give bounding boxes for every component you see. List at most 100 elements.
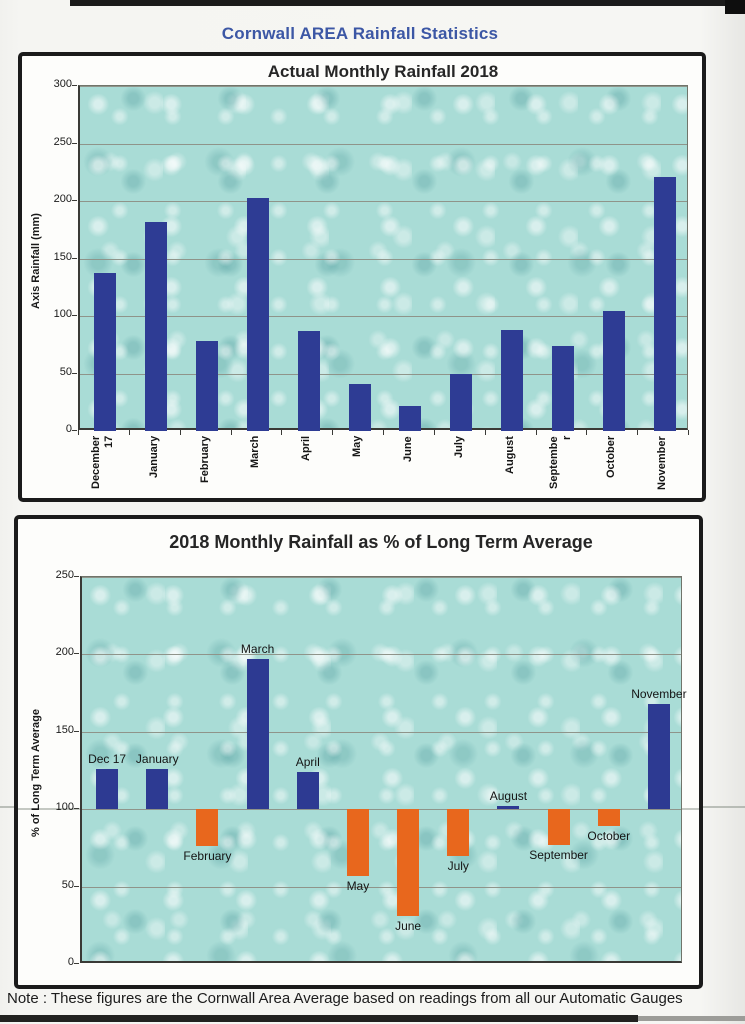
bar-january	[145, 221, 168, 431]
x-category-label-december-17: December 17	[90, 436, 116, 490]
gridline	[80, 373, 687, 375]
y-tick-mark	[74, 653, 79, 655]
y-tick-label: 0	[67, 956, 74, 968]
x-category-label-july: July	[452, 436, 465, 459]
x-category-label-april: April	[300, 436, 313, 462]
bar-label-may: May	[346, 878, 370, 893]
bar-june	[399, 405, 422, 431]
x-category-label-august: August	[503, 436, 516, 474]
x-category-label-november: November	[656, 436, 669, 490]
y-tick-label: 250	[53, 135, 72, 148]
x-category-label-september: Septembe r	[547, 436, 573, 489]
x-tick-mark	[128, 430, 130, 435]
bar-label-february: February	[183, 849, 232, 864]
x-tick-mark	[230, 430, 232, 435]
bar-october	[597, 809, 620, 827]
bar-february	[196, 341, 219, 431]
bar-november	[647, 703, 670, 810]
y-tick-label: 100	[53, 308, 72, 320]
x-category-label-may: May	[351, 436, 364, 458]
x-tick-mark	[383, 430, 384, 435]
y-tick-mark	[72, 85, 77, 86]
page-title: Cornwall AREA Rainfall Statistics	[221, 24, 499, 44]
chart2-title: 2018 Monthly Rainfall as % of Long Term …	[169, 532, 593, 552]
bar-june	[397, 809, 420, 916]
gridline	[80, 258, 687, 260]
y-tick-label: 50	[59, 365, 72, 378]
bar-april	[296, 772, 319, 810]
scan-edge-bottom	[0, 1015, 638, 1022]
x-tick-mark	[281, 430, 283, 435]
y-tick-label: 150	[53, 250, 72, 263]
x-tick-mark	[433, 430, 435, 435]
scan-edge-top	[70, 0, 745, 6]
x-tick-mark	[179, 430, 181, 435]
x-tick-mark	[535, 430, 537, 435]
y-tick-mark	[74, 576, 79, 577]
bar-september	[551, 345, 574, 431]
chart1-plot-area	[78, 85, 688, 431]
y-tick-mark	[74, 885, 79, 887]
chart2-y-axis-title: % of Long Term Average	[30, 709, 42, 838]
y-tick-label: 250	[55, 569, 74, 581]
bar-march	[246, 197, 269, 431]
x-tick-mark	[484, 430, 486, 435]
y-tick-mark	[72, 372, 77, 374]
y-tick-label: 200	[55, 646, 74, 659]
gridline	[82, 886, 681, 888]
x-category-label-february: February	[198, 436, 211, 484]
y-tick-label: 200	[53, 193, 72, 205]
bar-july	[450, 373, 473, 431]
x-tick-mark	[332, 430, 334, 435]
gridline	[80, 201, 687, 202]
chart-actual-monthly-rainfall: Actual Monthly Rainfall 2018 Axis Rainfa…	[18, 52, 706, 502]
x-tick-mark	[637, 430, 639, 435]
y-tick-label: 50	[61, 878, 74, 891]
gridline	[82, 809, 681, 811]
bar-label-august: August	[489, 789, 528, 804]
bar-label-march: March	[240, 642, 275, 657]
scan-edge-bottom-right	[638, 1016, 745, 1021]
bar-label-january: January	[135, 751, 179, 766]
y-tick-label: 300	[53, 78, 72, 90]
y-tick-mark	[72, 200, 77, 201]
x-category-label-june: June	[401, 436, 414, 462]
gridline	[80, 143, 687, 145]
chart2-plot-area: Dec 17 January February March April May June Ju…	[80, 576, 687, 963]
x-tick-mark	[688, 430, 689, 435]
bar-label-october: October	[587, 829, 631, 844]
bar-label-july: July	[447, 858, 469, 873]
bar-december-17	[94, 273, 117, 431]
y-tick-label: 150	[55, 723, 74, 736]
y-tick-mark	[72, 142, 77, 144]
x-category-label-january: January	[147, 436, 160, 479]
bar-label-november: November	[631, 686, 687, 701]
bar-march	[246, 659, 269, 810]
chart1-title: Actual Monthly Rainfall 2018	[267, 62, 499, 81]
bar-october	[602, 311, 625, 431]
bar-may	[348, 383, 371, 431]
y-tick-mark	[74, 730, 79, 732]
y-tick-label: 0	[65, 423, 72, 435]
bar-april	[297, 330, 320, 431]
bar-july	[447, 809, 470, 856]
bar-february	[196, 809, 219, 847]
gridline	[82, 654, 681, 656]
gridline	[80, 316, 687, 317]
bar-november	[653, 176, 676, 431]
x-tick-mark	[78, 430, 79, 435]
y-tick-mark	[74, 808, 79, 810]
x-category-label-march: March	[249, 436, 262, 469]
scan-edge-top-right	[725, 0, 745, 14]
x-tick-mark	[586, 430, 588, 435]
bar-label-september: September	[529, 847, 588, 862]
bar-label-dec-17: Dec 17	[88, 751, 127, 766]
chart-rainfall-percent-of-average: 2018 Monthly Rainfall as % of Long Term …	[14, 515, 703, 989]
gridline	[82, 577, 681, 578]
y-tick-mark	[74, 963, 79, 964]
bar-january	[146, 768, 169, 810]
y-tick-mark	[72, 315, 77, 316]
x-category-label-october: October	[605, 436, 618, 479]
bar-dec-17	[96, 768, 119, 810]
